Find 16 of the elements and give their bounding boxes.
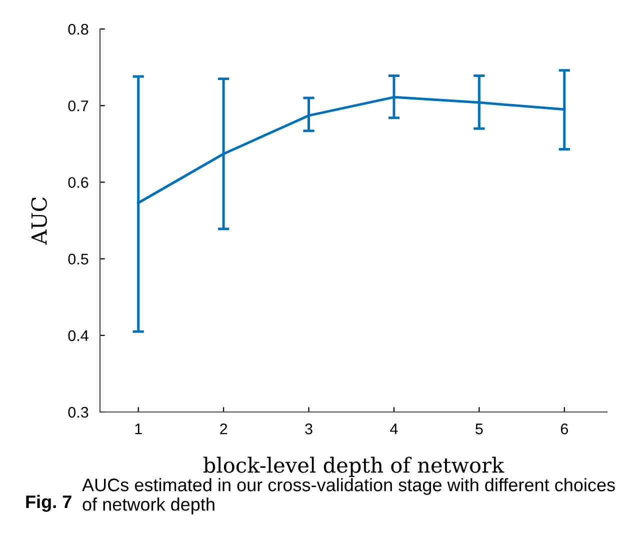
- y-tick-label: 0.8: [68, 24, 88, 35]
- y-tick-label: 0.4: [68, 330, 88, 342]
- x-tick-label: 4: [390, 424, 398, 434]
- y-tick-label: 0.3: [68, 406, 88, 418]
- y-tick-label: 0.6: [68, 177, 88, 188]
- x-tick-label: 2: [220, 424, 228, 434]
- x-tick-label: 6: [560, 424, 568, 434]
- x-axis-title: block-level depth of network: [203, 456, 504, 477]
- x-tick-label: 1: [135, 424, 142, 434]
- y-tick-label: 0.5: [68, 254, 88, 264]
- x-tick-label: 3: [305, 424, 312, 434]
- x-tick-label: 5: [476, 424, 483, 434]
- text: AUCs estimated in our cross-validation stage with different choices of network depth: [82, 478, 615, 514]
- y-axis-title: AUC: [31, 197, 47, 245]
- caption: Fig. 7: [26, 494, 72, 512]
- y-tick-label: 0.7: [68, 100, 88, 112]
